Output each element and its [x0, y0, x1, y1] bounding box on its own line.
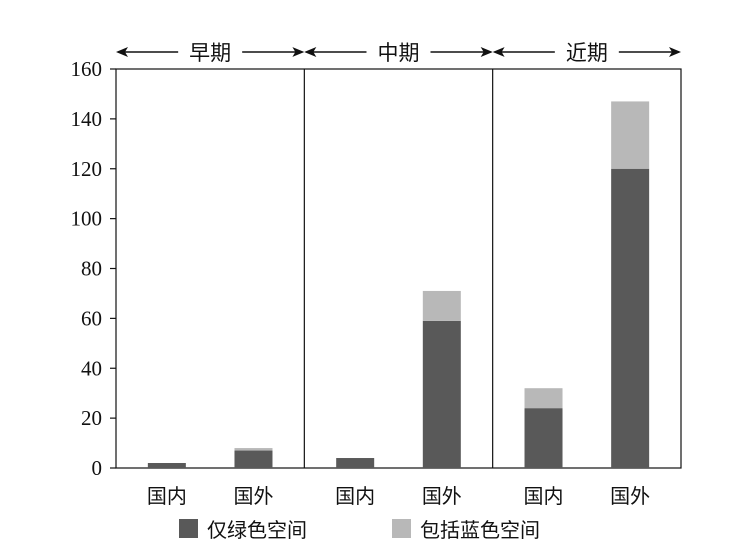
bar-green-only [336, 458, 375, 468]
y-tick-label: 20 [81, 406, 102, 430]
x-category-label: 国内 [524, 484, 564, 508]
x-category-label: 国外 [233, 484, 273, 508]
period-label: 近期 [566, 41, 608, 65]
bar-with-blue [422, 290, 461, 321]
bar-green-only [611, 168, 650, 468]
y-tick-label: 0 [92, 456, 103, 480]
bar-green-only [234, 450, 273, 468]
plot-frame [115, 68, 682, 469]
y-tick-label: 140 [71, 107, 103, 131]
period-label: 中期 [378, 41, 420, 65]
plot-area: 0 20 40 60 80 100 120 140 160 国内 国外 国内 国外 国内 国外 早期 中期 近期仅… [71, 41, 682, 542]
bar-green-only [422, 320, 461, 468]
y-tick-label: 100 [71, 207, 103, 231]
y-tick-label: 60 [81, 306, 102, 330]
y-tick-label: 160 [71, 57, 103, 81]
y-tick-label: 40 [81, 356, 102, 380]
x-category-label: 国内 [147, 484, 187, 508]
y-tick-label: 80 [81, 257, 102, 281]
x-category-label: 国外 [422, 484, 462, 508]
bar-green-only [147, 463, 186, 468]
legend-swatch-blue [392, 519, 411, 538]
period-label: 早期 [189, 41, 231, 65]
x-category-label: 国外 [610, 484, 650, 508]
bar-with-blue [234, 448, 273, 451]
bar-green-only [524, 408, 563, 468]
legend-label: 仅绿色空间 [207, 518, 307, 542]
legend-swatch-green [179, 519, 198, 538]
bar-with-blue [524, 388, 563, 409]
x-category-label: 国内 [335, 484, 375, 508]
y-tick-label: 120 [71, 157, 103, 181]
legend-label: 包括蓝色空间 [420, 518, 540, 542]
bar-with-blue [611, 101, 650, 169]
